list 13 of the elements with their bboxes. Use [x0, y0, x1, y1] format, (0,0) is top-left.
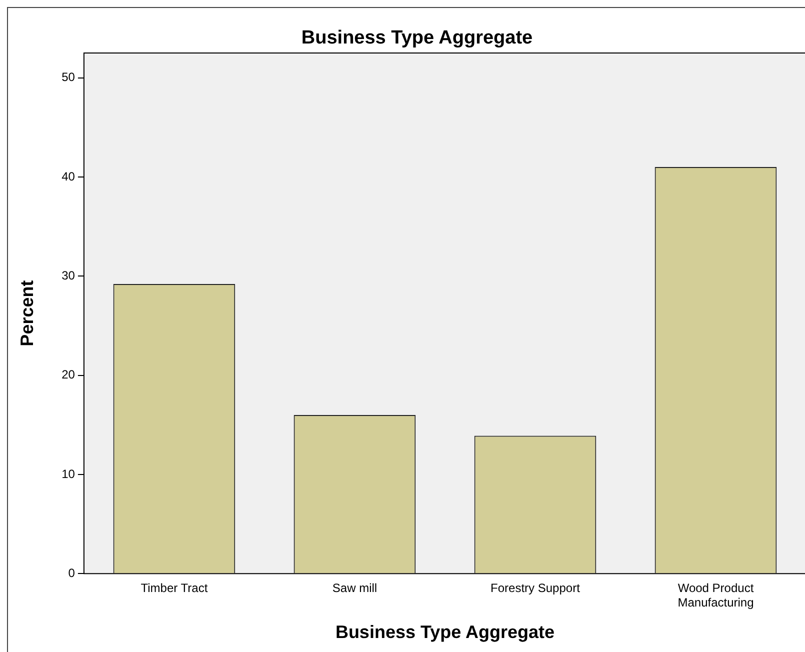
y-tick-label: 50: [62, 70, 76, 84]
x-tick-label: Forestry Support: [490, 581, 581, 596]
y-tick-label: 30: [62, 268, 76, 282]
y-tick-label: 20: [62, 368, 76, 382]
x-axis-title: Business Type Aggregate: [335, 622, 555, 642]
y-axis-title: Percent: [16, 280, 37, 346]
x-tick-label: Wood Product Manufacturing: [678, 581, 754, 610]
y-tick-label: 10: [62, 466, 76, 481]
x-tick-label: Saw mill: [332, 581, 378, 596]
x-tick-label: Timber Tract: [140, 581, 208, 596]
y-tick-label: 40: [62, 169, 76, 184]
chart-title: Business Type Aggregate: [301, 28, 533, 49]
y-tick-label: 0: [68, 566, 76, 580]
